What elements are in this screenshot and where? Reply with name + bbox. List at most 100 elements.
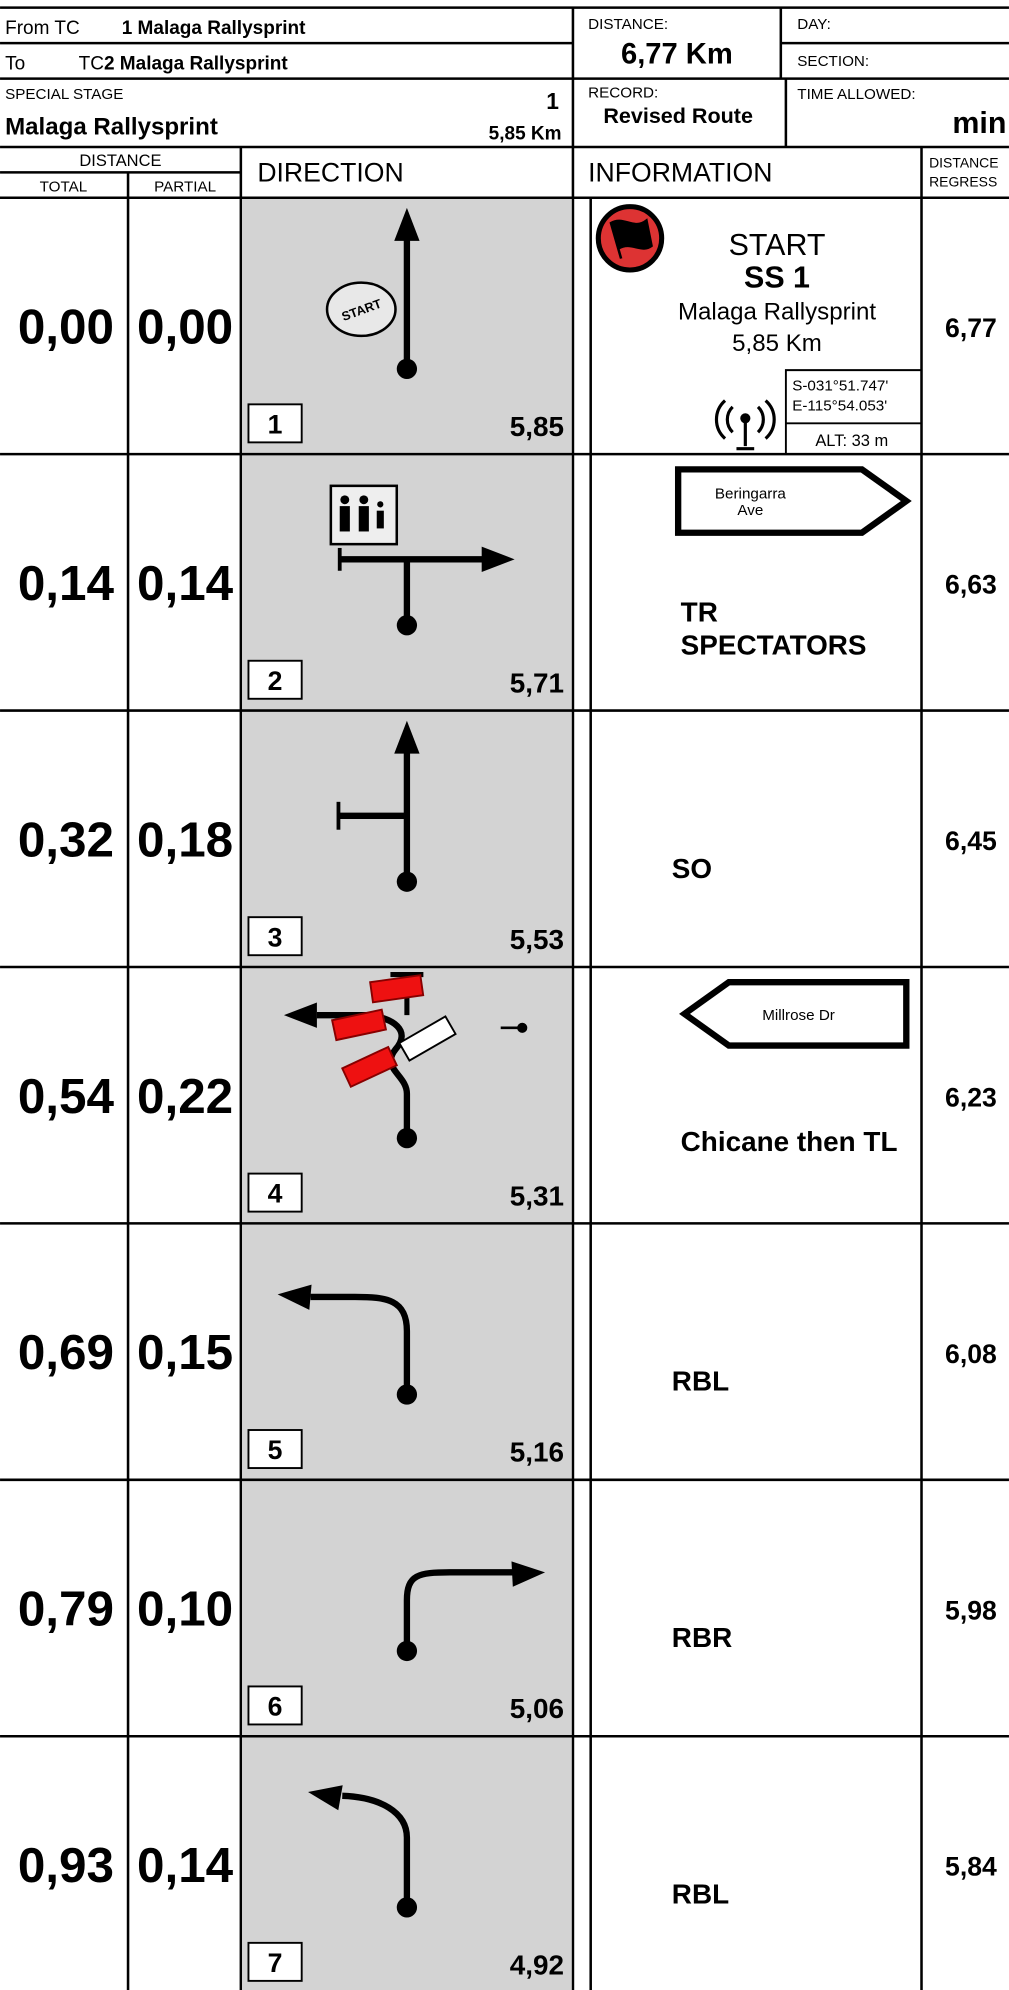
total-distance: 0,79 <box>18 1582 114 1637</box>
start-name: Malaga Rallysprint <box>678 298 876 325</box>
day-label: DAY: <box>797 16 831 33</box>
route-dot <box>396 358 418 379</box>
regress-distance: 6,08 <box>945 1339 997 1369</box>
col-distance: DISTANCE <box>79 152 161 170</box>
number-box <box>247 659 303 700</box>
remaining-distance: 5,06 <box>510 1693 564 1724</box>
flag <box>609 218 653 259</box>
gps-coordinate: E-115°54.053' <box>792 398 887 415</box>
route-dot <box>396 615 418 636</box>
start-icon <box>325 281 397 338</box>
barrier-white <box>397 1015 457 1062</box>
partial-distance: 0,00 <box>137 299 233 354</box>
arrow-head <box>394 207 420 241</box>
info-text: SPECTATORS <box>681 629 867 660</box>
header-frame <box>0 6 1009 1990</box>
route-dot <box>396 1384 418 1405</box>
remaining-distance: 5,53 <box>510 924 564 955</box>
regress-distance: 6,45 <box>945 826 997 856</box>
regress-distance: 6,23 <box>945 1082 997 1112</box>
route-line <box>403 1569 514 1651</box>
person-body <box>339 506 350 532</box>
tulip-number: 3 <box>268 922 283 952</box>
col-partial: PARTIAL <box>154 178 216 195</box>
row: 0,00 0,00 START 1 5,85 6,77 <box>0 196 1009 455</box>
record-value: Revised Route <box>603 104 753 128</box>
route-line <box>310 1293 411 1395</box>
section-label: SECTION: <box>797 53 869 70</box>
info-text: RBL <box>672 1366 729 1397</box>
regress-distance: 6,63 <box>945 570 997 600</box>
antenna-icon <box>714 399 776 451</box>
regress-distance: 5,84 <box>945 1852 997 1882</box>
col-direction: DIRECTION <box>257 157 403 187</box>
partial-distance: 0,14 <box>137 1838 234 1893</box>
street-sign-text: Millrose Dr <box>762 1007 835 1024</box>
col-regress-1: DISTANCE <box>929 154 998 170</box>
person-head <box>377 501 384 508</box>
remaining-distance: 5,16 <box>510 1437 564 1468</box>
antenna-dot <box>740 413 751 424</box>
info-text: RBL <box>672 1879 729 1910</box>
barrier <box>369 974 425 1004</box>
remaining-distance: 5,85 <box>510 411 564 442</box>
tulip-number: 2 <box>268 666 283 696</box>
regress-distance: 5,98 <box>945 1595 997 1625</box>
number-box <box>247 1429 303 1469</box>
stage-length: 5,85 Km <box>489 123 562 144</box>
arrow-head <box>277 1284 312 1310</box>
partial-distance: 0,18 <box>137 812 233 867</box>
total-distance: 0,00 <box>18 299 114 354</box>
route-line <box>342 1792 411 1908</box>
person-body <box>376 510 384 529</box>
stage-name: Malaga Rallysprint <box>5 113 218 140</box>
person-head <box>359 495 369 505</box>
number-box <box>247 1941 303 1982</box>
arrow-head <box>394 720 420 754</box>
info-text: Chicane then TL <box>681 1126 898 1157</box>
header-texts: From TC 1 Malaga Rallysprint To TC 2 Mal… <box>5 16 1006 195</box>
col-information: INFORMATION <box>588 157 772 187</box>
number-box <box>247 1685 303 1726</box>
partial-distance: 0,22 <box>137 1069 233 1124</box>
to-tc: TC <box>79 54 104 75</box>
number-box <box>247 1172 303 1213</box>
time-allowed-unit: min <box>952 106 1006 140</box>
altitude: ALT: 33 m <box>815 432 888 450</box>
to-value: 2 Malaga Rallysprint <box>104 54 288 75</box>
col-regress-2: REGRESS <box>929 173 997 189</box>
row: 0,32 0,18 3 5,53 6,45 SO <box>0 709 1009 967</box>
total-distance: 0,32 <box>18 812 114 867</box>
tulip-number: 7 <box>268 1948 283 1978</box>
from-value: 1 Malaga Rallysprint <box>122 18 306 39</box>
route-dot <box>396 1640 418 1662</box>
start-stage: SS 1 <box>744 261 810 295</box>
partial-distance: 0,15 <box>137 1325 233 1380</box>
info-text: RBR <box>672 1622 732 1653</box>
remaining-distance: 5,71 <box>510 667 564 698</box>
arrow-head <box>511 1561 546 1587</box>
info-text: TR <box>681 596 718 627</box>
arrow-head <box>308 1785 343 1811</box>
arrow-head <box>481 546 515 573</box>
special-stage-label: SPECIAL STAGE <box>5 86 123 103</box>
distance-value: 6,77 Km <box>621 38 733 70</box>
start-title: START <box>729 228 826 262</box>
route-dot <box>396 1897 418 1918</box>
from-label: From TC <box>5 18 80 39</box>
regress-distance: 6,77 <box>945 313 997 343</box>
barrier <box>340 1045 399 1089</box>
street-sign-text: Ave <box>737 502 763 519</box>
total-distance: 0,93 <box>18 1838 114 1893</box>
info-text: SO <box>672 853 712 884</box>
person-body <box>358 506 369 532</box>
street-sign <box>679 979 910 1049</box>
row: 0,79 0,10 6 5,06 5,98 RBR <box>0 1478 1009 1737</box>
row: 0,69 0,15 5 5,16 6,08 RBL <box>0 1222 1009 1480</box>
arrow-head <box>283 1002 317 1028</box>
street-sign-text: Beringarra <box>715 486 787 503</box>
route-dot <box>396 871 418 892</box>
start-length: 5,85 Km <box>732 330 822 357</box>
